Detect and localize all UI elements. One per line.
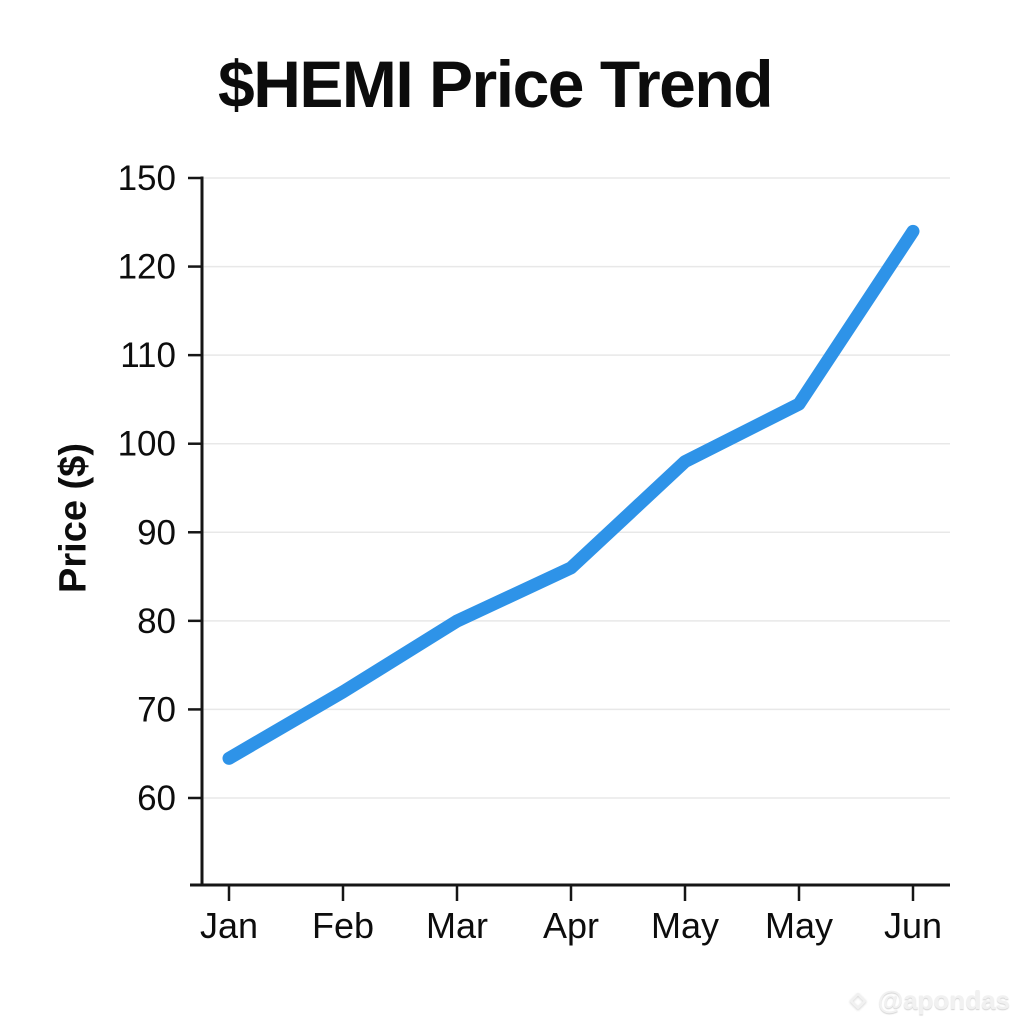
y-tick-label: 110 [120, 336, 176, 375]
diamond-logo-icon [849, 992, 866, 1009]
x-tick-label: Apr [543, 905, 599, 946]
price-line-series [222, 224, 920, 765]
y-tick-label: 100 [118, 425, 176, 464]
x-tick-label: Jun [884, 905, 942, 946]
x-tick-label: May [765, 905, 833, 946]
y-tick-label: 120 [118, 248, 176, 287]
tick-labels: 150 120 110 100 90 80 70 60 Jan Feb Mar Apr May May Ju… [118, 159, 942, 946]
y-tick-label: 90 [137, 513, 176, 552]
x-tick-label: Feb [312, 905, 374, 946]
x-tick-label: Jan [200, 905, 258, 946]
axes [190, 176, 950, 887]
x-tick-label: May [651, 905, 719, 946]
y-tick-label: 150 [118, 159, 176, 198]
gridlines [202, 177, 950, 799]
y-tick-label: 80 [137, 602, 176, 641]
watermark: @apondas [845, 985, 1010, 1016]
chart-title: $HEMI Price Trend [217, 47, 774, 121]
y-tick-label: 60 [137, 779, 176, 818]
x-tick-label: Mar [426, 905, 488, 946]
y-tick-label: 70 [137, 690, 176, 729]
axis-ticks [188, 176, 915, 901]
watermark-handle: @apondas [877, 985, 1010, 1015]
